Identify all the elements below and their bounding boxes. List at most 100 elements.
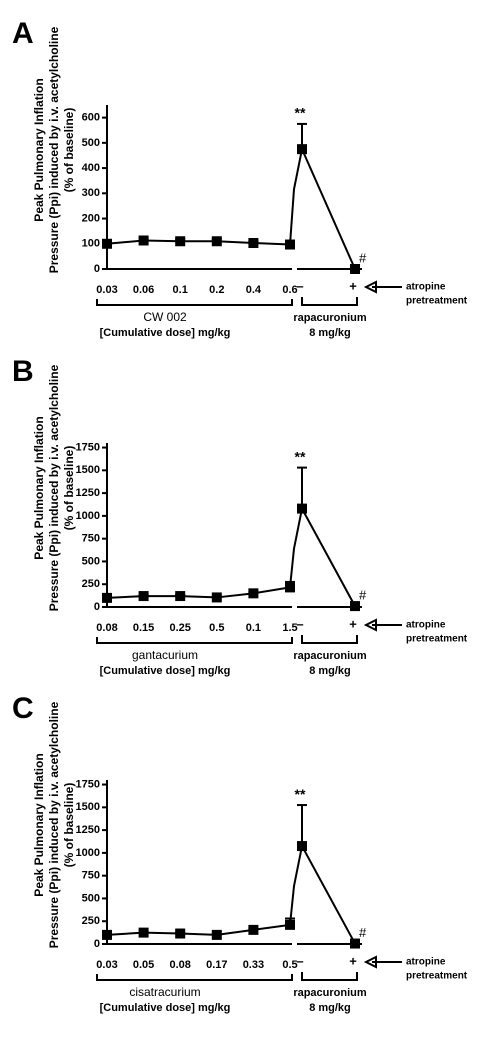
y-tick-label: 0: [94, 938, 100, 950]
atropine-label: atropine: [406, 282, 446, 293]
data-line: [106, 239, 291, 246]
data-line: [106, 923, 291, 936]
data-point: [102, 592, 112, 603]
bracket: [301, 297, 358, 306]
y-tick-label: 500: [82, 137, 100, 149]
rapacuronium-dose: 8 mg/kg: [309, 327, 351, 339]
panel: C Peak Pulmonary Inflation Pressure (Ppi) …: [12, 692, 468, 1014]
panel-letter: C: [12, 692, 34, 725]
rapacuronium-label: rapacuronium: [293, 650, 367, 662]
annotation: #: [359, 588, 367, 603]
annotation: **: [295, 105, 306, 121]
data-line: [301, 845, 356, 945]
data-line: [301, 508, 356, 607]
y-tick-label: 1750: [76, 441, 100, 453]
dose-label: [Cumulative dose] mg/kg: [100, 1002, 231, 1014]
bracket: [96, 299, 293, 306]
x-tick-label: –: [296, 278, 303, 293]
x-tick-label: 0.4: [246, 284, 262, 296]
data-point: [175, 591, 186, 602]
x-tick-label: 0.1: [246, 622, 261, 634]
y-tick-label: 1500: [76, 464, 100, 476]
x-tick-label: +: [349, 278, 357, 293]
bracket: [96, 974, 293, 981]
arrow-head: [363, 618, 377, 632]
drug-label: gantacurium: [132, 648, 198, 662]
y-tick-label: 0: [94, 601, 100, 613]
x-tick-label: 0.6: [282, 284, 297, 296]
connector: [289, 845, 303, 925]
data-point: [175, 928, 186, 939]
data-point: [102, 929, 112, 940]
y-tick-label: 1750: [76, 778, 100, 790]
data-point: [211, 929, 222, 940]
y-tick-label: 1250: [76, 824, 100, 836]
y-tick-label: 750: [82, 533, 100, 545]
data-point: [211, 236, 222, 247]
data-point: [138, 235, 149, 246]
x-tick-label: 0.06: [133, 284, 154, 296]
data-point: [248, 238, 259, 249]
data-point: [285, 582, 295, 593]
y-tick-label: 200: [82, 212, 100, 224]
data-point: [248, 924, 259, 935]
atropine-label: pretreatment: [406, 971, 468, 982]
y-tick-label: 100: [82, 238, 100, 250]
data-line: [301, 148, 356, 270]
y-axis-label: Pressure (Ppi) induced by i.v. acetylcho…: [47, 701, 61, 948]
y-tick-label: 750: [82, 870, 100, 882]
drug-label: CW 002: [143, 310, 187, 324]
bracket: [301, 635, 358, 644]
annotation: #: [359, 250, 367, 265]
y-tick-label: 1000: [76, 847, 100, 859]
y-tick-label: 600: [82, 112, 100, 124]
atropine-label: pretreatment: [406, 296, 468, 307]
annotation: **: [295, 786, 306, 802]
annotation: #: [359, 925, 367, 940]
rapacuronium-label: rapacuronium: [293, 312, 367, 324]
x-tick-label: –: [296, 616, 303, 631]
data-point: [297, 841, 307, 852]
y-tick-label: 500: [82, 555, 100, 567]
data-point: [175, 236, 186, 247]
y-tick-label: 500: [82, 892, 100, 904]
bracket: [301, 972, 358, 981]
data-point: [248, 588, 259, 599]
panel-letter: A: [12, 17, 34, 50]
x-tick-label: +: [349, 616, 357, 631]
y-tick-label: 300: [82, 187, 100, 199]
data-point: [211, 592, 222, 603]
arrow-head: [363, 280, 377, 294]
drug-label: cisatracurium: [129, 985, 200, 999]
y-axis-label: Peak Pulmonary Inflation: [32, 416, 46, 559]
connector: [289, 148, 303, 245]
data-line: [106, 586, 291, 599]
panel: B Peak Pulmonary Inflation Pressure (Ppi) …: [12, 355, 468, 677]
atropine-label: pretreatment: [406, 634, 468, 645]
x-tick-label: 0.2: [209, 284, 224, 296]
x-tick-label: 0.08: [96, 622, 117, 634]
y-tick-label: 1000: [76, 510, 100, 522]
atropine-label: atropine: [406, 620, 446, 631]
data-point: [350, 938, 360, 949]
atropine-label: atropine: [406, 957, 446, 968]
x-tick-label: –: [296, 953, 303, 968]
x-tick-label: 0.33: [243, 959, 264, 971]
x-tick-label: 0.25: [169, 622, 190, 634]
x-tick-label: 0.03: [96, 284, 117, 296]
rapacuronium-label: rapacuronium: [293, 987, 367, 999]
data-point: [350, 264, 360, 274]
y-tick-label: 1500: [76, 801, 100, 813]
y-axis-label: Pressure (Ppi) induced by i.v. acetylcho…: [47, 364, 61, 611]
y-tick-label: 250: [82, 915, 100, 927]
rapacuronium-dose: 8 mg/kg: [309, 1002, 351, 1014]
arrow-head: [363, 955, 377, 969]
y-tick-label: 1250: [76, 487, 100, 499]
y-tick-label: 0: [94, 263, 100, 275]
data-point: [350, 601, 360, 612]
data-point: [138, 591, 149, 602]
y-axis-label: Peak Pulmonary Inflation: [32, 78, 46, 221]
data-point: [285, 239, 295, 250]
y-axis-label: Pressure (Ppi) induced by i.v. acetylcho…: [47, 26, 61, 273]
